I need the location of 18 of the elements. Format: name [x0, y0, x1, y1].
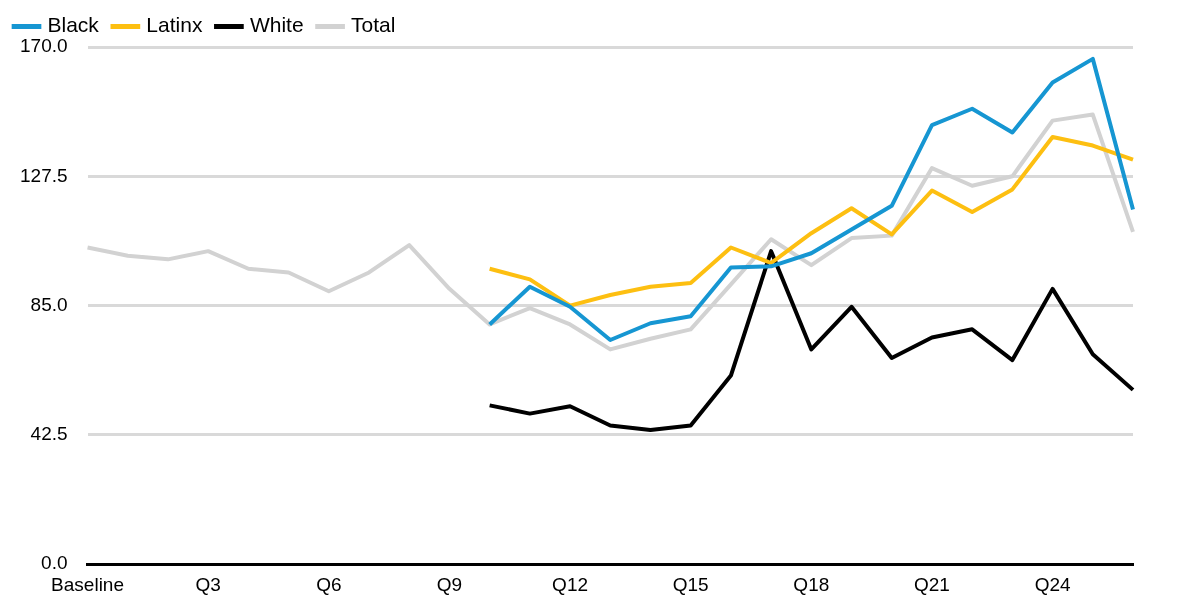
- x-tick-label: Q15: [672, 573, 709, 595]
- y-tick-label: 0.0: [41, 552, 68, 574]
- x-tick-label: Baseline: [51, 573, 124, 595]
- x-tick-label: Q18: [793, 573, 830, 595]
- y-tick-label: 170.0: [20, 35, 68, 57]
- x-tick-label: Q9: [436, 573, 463, 595]
- x-tick-label: Q6: [316, 573, 342, 595]
- x-tick-label: Q21: [913, 573, 950, 595]
- legend-label: Black: [47, 13, 100, 37]
- x-tick-label: Q12: [552, 573, 589, 595]
- x-tick-label: Q3: [195, 573, 221, 595]
- y-tick-label: 85.0: [30, 293, 68, 315]
- legend-label: White: [249, 13, 304, 37]
- legend-label: Total: [351, 13, 396, 37]
- y-tick-label: 127.5: [20, 164, 68, 186]
- x-tick-label: Q24: [1034, 573, 1071, 595]
- legend-label: Latinx: [146, 13, 203, 37]
- y-tick-label: 42.5: [30, 423, 68, 445]
